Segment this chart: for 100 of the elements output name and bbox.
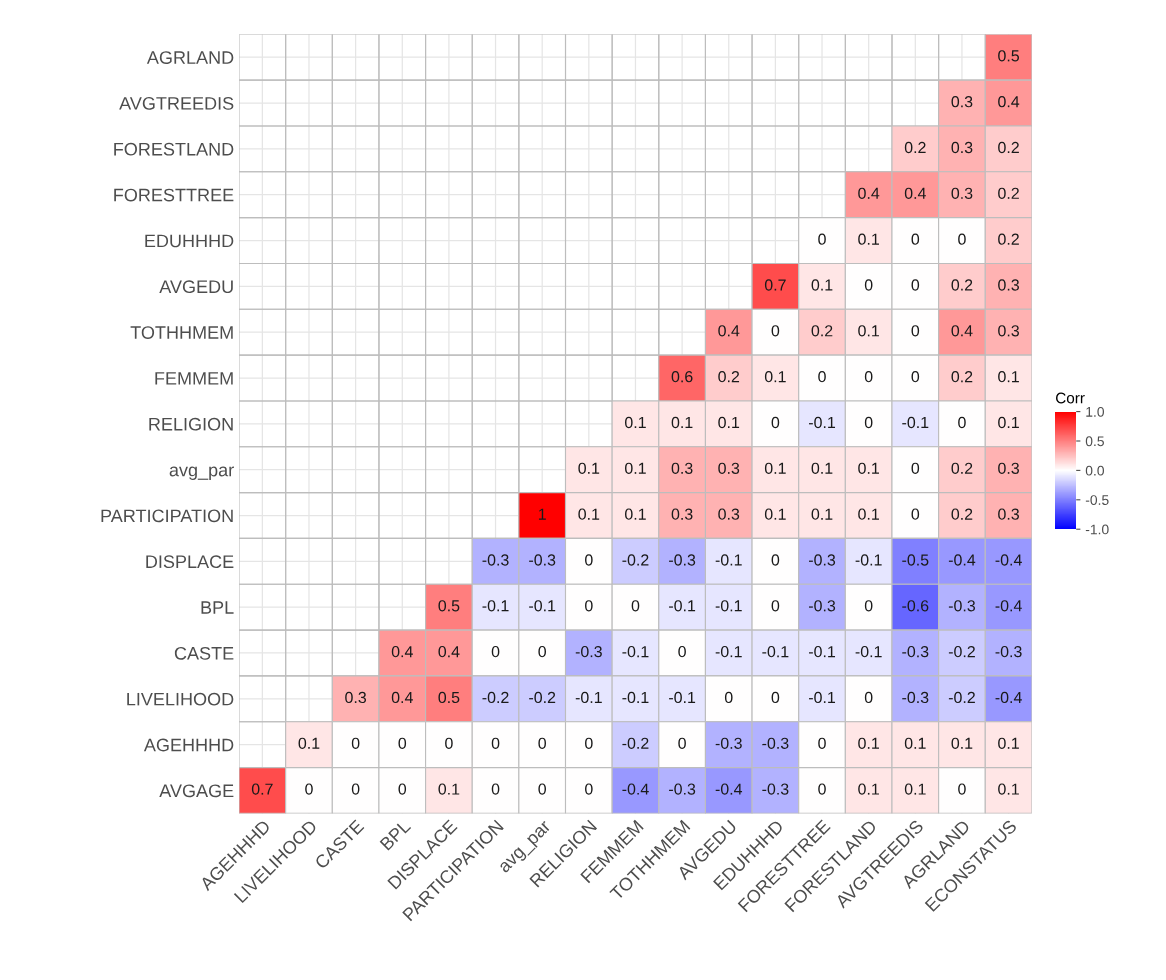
data-label: 0 <box>864 416 873 429</box>
data-label: -0.6 <box>902 600 929 612</box>
data-label: -0.3 <box>762 783 789 795</box>
data-label: -0.5 <box>902 554 929 566</box>
data-label: 0.1 <box>578 462 600 474</box>
data-label: 0.3 <box>998 279 1019 291</box>
data-label: 0.1 <box>578 508 600 520</box>
data-label: 0.1 <box>811 508 833 520</box>
data-label: 0 <box>491 783 500 795</box>
data-label: -0.4 <box>715 783 743 795</box>
data-label: 0.7 <box>764 279 786 291</box>
data-label: 0.5 <box>438 600 460 612</box>
data-label: -0.4 <box>622 783 649 795</box>
data-label: 0.1 <box>858 462 879 474</box>
data-label: 0.2 <box>951 279 973 291</box>
data-label: 0 <box>818 783 826 795</box>
data-label: 0 <box>398 737 407 749</box>
data-label: 0 <box>958 416 966 429</box>
data-label: 0 <box>771 691 780 704</box>
data-label: 0 <box>585 554 593 566</box>
data-label: -0.3 <box>808 554 836 566</box>
data-label: 0.3 <box>951 141 973 154</box>
data-label: 0 <box>351 783 360 795</box>
data-label: -0.1 <box>482 600 509 612</box>
data-label: 0 <box>585 737 593 749</box>
data-label: 0 <box>724 691 733 704</box>
y-tick-label: LIVELIHOOD <box>127 692 234 706</box>
data-label: 0.3 <box>998 508 1019 520</box>
data-label: 0.1 <box>811 279 833 291</box>
data-label: 0.3 <box>671 508 693 520</box>
data-label: 0.1 <box>998 737 1019 749</box>
y-tick-label: BPL <box>201 601 234 614</box>
data-label: -0.2 <box>622 737 649 749</box>
color-bar-label: -0.5 <box>1085 495 1109 505</box>
data-label: -0.1 <box>715 600 742 612</box>
data-label: 0.1 <box>298 737 320 749</box>
data-label: 1 <box>538 508 546 520</box>
data-label: 0.4 <box>904 187 926 199</box>
data-label: -0.1 <box>575 691 602 704</box>
data-label: -0.3 <box>808 600 836 612</box>
data-label: 0 <box>538 783 547 795</box>
data-label: 0 <box>864 371 873 383</box>
data-label: -0.1 <box>715 645 742 658</box>
data-label: 0.4 <box>858 187 880 199</box>
data-label: -0.1 <box>669 691 696 704</box>
data-label: 0.1 <box>998 371 1019 383</box>
data-label: -0.4 <box>948 554 976 566</box>
data-label: 0 <box>678 737 686 749</box>
data-label: 0.3 <box>998 462 1019 474</box>
data-label: 0 <box>911 371 920 383</box>
data-label: 0 <box>911 508 920 520</box>
data-label: -0.2 <box>482 691 509 704</box>
data-label: -0.3 <box>948 600 976 612</box>
data-label: -0.3 <box>762 737 789 749</box>
data-label: 0.4 <box>718 325 740 337</box>
data-label: 0.4 <box>951 325 973 337</box>
data-label: 0.2 <box>718 371 740 383</box>
data-label: 0 <box>911 325 920 337</box>
data-label: 0.2 <box>951 371 973 383</box>
data-label: 0.1 <box>624 462 646 474</box>
data-label: 0.3 <box>718 462 740 474</box>
data-label: 0.1 <box>858 325 879 337</box>
data-label: 0 <box>678 645 686 658</box>
data-label: -0.1 <box>762 645 789 658</box>
data-label: 0 <box>538 737 547 749</box>
data-label: 0.1 <box>624 508 646 520</box>
data-label: 0.1 <box>951 737 973 749</box>
data-label: -0.2 <box>948 645 975 658</box>
data-label: 0.1 <box>438 783 460 795</box>
data-label: -0.3 <box>669 783 696 795</box>
data-label: 0 <box>818 737 826 749</box>
data-label: 0 <box>771 416 780 429</box>
data-label: 0.1 <box>624 416 646 429</box>
data-label: 0 <box>958 233 966 245</box>
data-label: -0.3 <box>529 554 556 566</box>
data-label: -0.1 <box>715 554 742 566</box>
data-label: -0.2 <box>622 554 649 566</box>
data-label: -0.1 <box>808 645 836 658</box>
y-tick-label: PARTICIPATION <box>101 509 233 523</box>
y-tick-label: AGEHHHD <box>143 738 234 752</box>
data-label: 0 <box>911 279 920 291</box>
data-label: 0 <box>771 600 780 612</box>
data-label: -0.1 <box>808 416 836 429</box>
data-label: 0 <box>305 783 313 795</box>
data-label: 0.3 <box>345 691 367 704</box>
data-label: -0.3 <box>995 645 1022 658</box>
color-bar-label: -1.0 <box>1085 524 1109 535</box>
data-label: 0 <box>585 600 593 612</box>
data-label: 0.1 <box>904 783 926 795</box>
data-label: 0.1 <box>764 508 786 520</box>
y-tick-label: EDUHHHD <box>145 234 234 248</box>
data-label: 0 <box>818 233 826 245</box>
data-label: 0.4 <box>998 96 1020 108</box>
data-label: 0 <box>445 737 453 749</box>
data-label: -0.1 <box>669 600 696 612</box>
data-label: -0.1 <box>902 416 929 429</box>
data-label: 0.5 <box>438 691 460 704</box>
data-label: 0 <box>351 737 360 749</box>
data-label: 0.1 <box>858 737 879 749</box>
y-tick-label: AVGTREEDIS <box>119 96 234 110</box>
